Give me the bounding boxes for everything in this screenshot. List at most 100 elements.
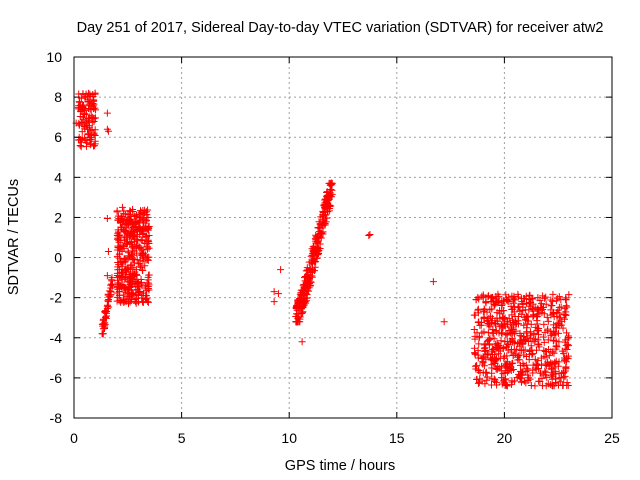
data-point <box>496 310 504 318</box>
data-point <box>497 367 505 375</box>
data-point <box>531 364 539 372</box>
data-point <box>114 234 122 242</box>
data-point <box>511 377 519 385</box>
data-point <box>136 245 144 253</box>
data-point <box>536 304 544 312</box>
data-point <box>482 368 490 376</box>
data-point <box>471 362 479 370</box>
data-point <box>496 323 504 331</box>
data-point <box>516 306 524 314</box>
data-point <box>128 232 136 240</box>
data-point <box>87 92 95 100</box>
data-point <box>522 361 530 369</box>
data-point <box>561 345 569 353</box>
data-point <box>541 367 549 375</box>
data-point <box>509 366 517 374</box>
data-point <box>534 312 542 320</box>
data-point <box>478 292 486 300</box>
data-point <box>141 209 149 217</box>
x-tick-label: 5 <box>178 430 186 446</box>
data-point <box>548 381 556 389</box>
data-point <box>310 243 318 251</box>
data-point <box>535 307 543 315</box>
data-point <box>78 104 86 112</box>
data-point <box>533 326 541 334</box>
data-point <box>495 350 503 358</box>
data-point <box>549 337 557 345</box>
data-point <box>526 347 534 355</box>
data-point <box>485 292 493 300</box>
data-point <box>80 122 88 130</box>
data-point <box>126 277 134 285</box>
data-point <box>509 299 517 307</box>
y-tick-label: 0 <box>54 250 62 266</box>
data-point <box>562 302 570 310</box>
data-point <box>300 274 308 282</box>
data-point <box>366 230 374 238</box>
data-point <box>554 362 562 370</box>
data-point <box>125 300 133 308</box>
data-point <box>547 359 555 367</box>
data-point <box>535 343 543 351</box>
data-point <box>103 272 111 280</box>
data-point <box>482 298 490 306</box>
data-point <box>492 365 500 373</box>
data-point <box>509 316 517 324</box>
data-point <box>536 378 544 386</box>
y-tick-label: 10 <box>46 49 62 65</box>
data-point <box>549 348 557 356</box>
data-point <box>559 324 567 332</box>
data-point <box>88 135 96 143</box>
data-point <box>137 214 145 222</box>
data-point <box>518 378 526 386</box>
data-point <box>82 93 90 101</box>
data-point <box>513 345 521 353</box>
data-point <box>482 355 490 363</box>
data-point <box>89 100 97 108</box>
data-point <box>485 321 493 329</box>
data-point <box>511 304 519 312</box>
data-point <box>77 118 85 126</box>
data-point <box>123 233 131 241</box>
data-point <box>514 293 522 301</box>
data-point <box>553 320 561 328</box>
data-point <box>84 131 92 139</box>
data-point <box>521 313 529 321</box>
data-point <box>117 259 125 267</box>
data-point <box>298 309 306 317</box>
data-point <box>516 338 524 346</box>
data-point <box>297 296 305 304</box>
data-point <box>133 217 141 225</box>
data-point <box>129 256 137 264</box>
x-tick-label: 0 <box>70 430 78 446</box>
data-point <box>563 379 571 387</box>
data-point <box>484 316 492 324</box>
data-point <box>365 231 373 239</box>
data-point <box>515 312 523 320</box>
data-point <box>121 268 129 276</box>
data-point <box>85 114 93 122</box>
data-point <box>143 292 150 300</box>
data-point <box>104 297 112 305</box>
data-point <box>509 338 517 346</box>
data-point <box>544 317 552 325</box>
data-point <box>134 282 142 290</box>
data-point <box>525 292 533 300</box>
data-point <box>499 297 507 305</box>
data-point <box>509 325 517 333</box>
data-point <box>104 248 112 256</box>
data-point <box>511 350 519 358</box>
data-point <box>523 324 531 332</box>
data-point <box>488 305 496 313</box>
data-point <box>553 294 561 302</box>
data-point <box>474 366 482 374</box>
data-point <box>309 256 317 264</box>
data-point <box>559 382 567 390</box>
data-point <box>489 345 497 353</box>
data-point <box>145 223 153 231</box>
data-point <box>511 296 519 304</box>
data-point <box>524 317 532 325</box>
data-point <box>115 250 123 258</box>
data-point <box>475 340 483 348</box>
